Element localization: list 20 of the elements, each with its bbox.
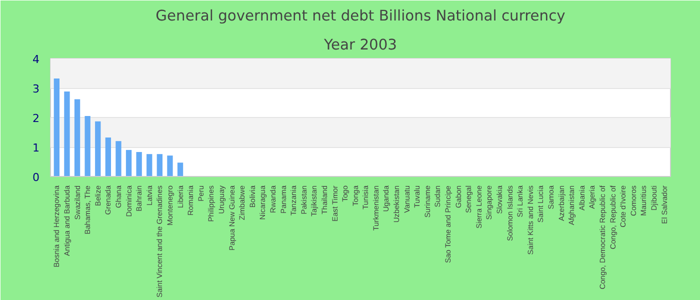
bar: [136, 152, 142, 176]
y-tick-label: 4: [32, 53, 40, 66]
bar: [177, 162, 184, 176]
y-tick-label: 3: [32, 82, 40, 96]
bar: [84, 116, 90, 176]
bar: [167, 156, 173, 176]
bar: [156, 154, 162, 176]
y-tick-label: 1: [32, 142, 40, 154]
y-tick-label: 2: [32, 112, 40, 125]
bar: [74, 99, 80, 176]
chart-subtitle: Year 2003: [323, 36, 398, 54]
chart-title: General government net debt Billions National currency: [156, 8, 566, 24]
bar: [146, 154, 152, 176]
bar: [105, 138, 112, 176]
bar: [54, 78, 60, 176]
y-tick-label: 0: [32, 171, 40, 184]
bar: [116, 141, 122, 176]
bar: [95, 121, 101, 176]
bar: [126, 150, 132, 176]
bar: [64, 92, 70, 176]
